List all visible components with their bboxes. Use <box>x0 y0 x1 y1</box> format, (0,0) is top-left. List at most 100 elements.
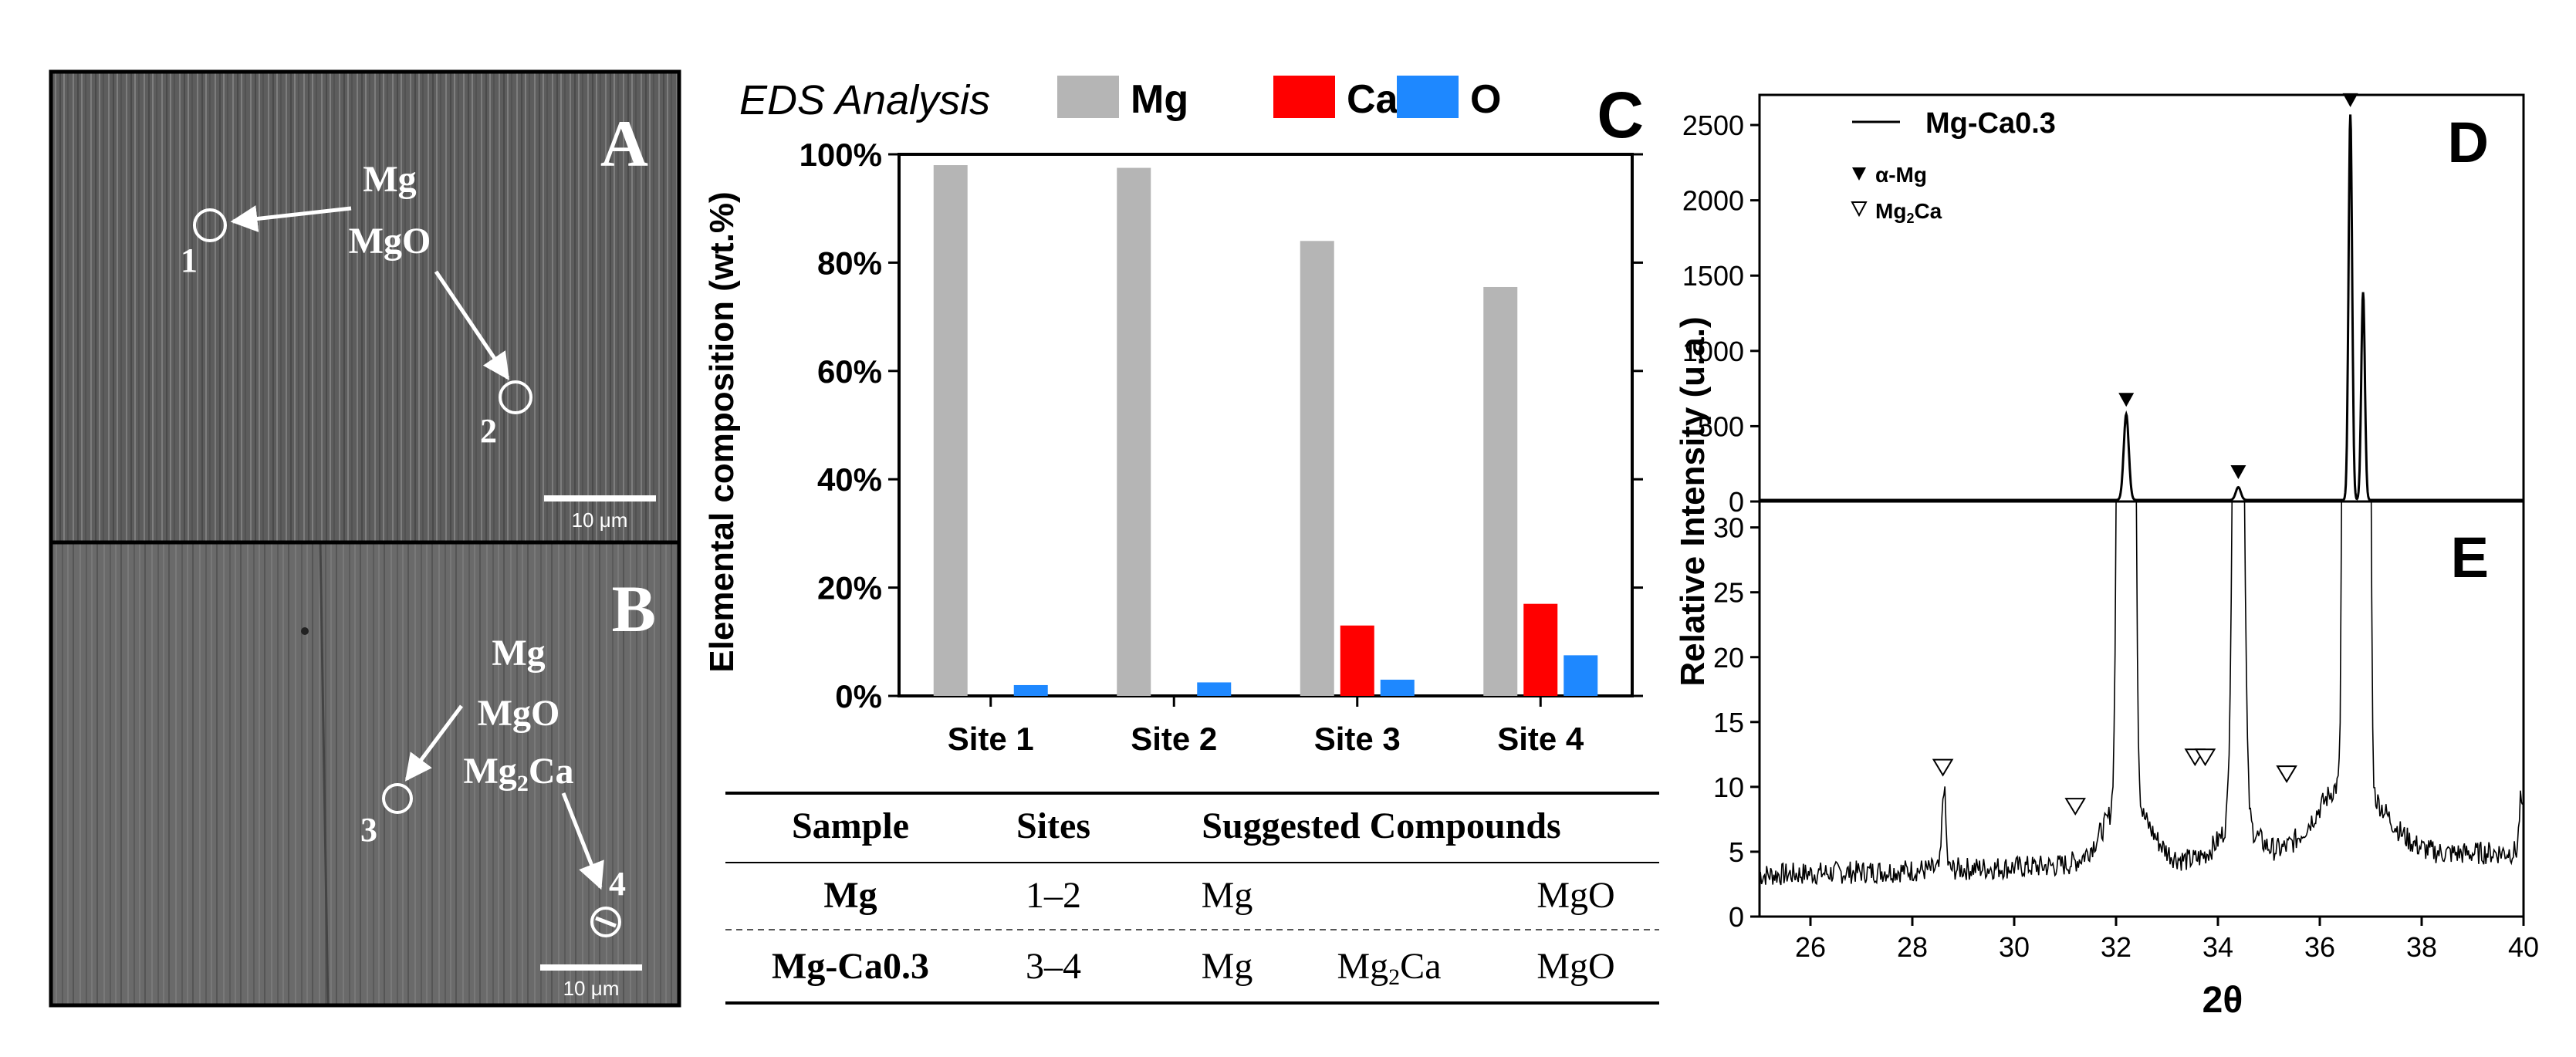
eds-bar-ca <box>1340 625 1374 696</box>
panel-b-label-mgo: MgO <box>478 693 560 734</box>
table-row-2-compound-mgo: MgO <box>1536 946 1614 987</box>
eds-title: EDS Analysis <box>739 77 990 123</box>
xrd-panel-e: 0 5 10 15 20 25 30 26 28 30 32 34 36 38 40 <box>1713 500 2539 963</box>
xrd-d-pattern-line <box>1760 114 2524 501</box>
eds-x-tick-label: Site 1 <box>948 721 1034 757</box>
eds-y-axis-label: Elemental composition (wt.%) <box>703 191 741 672</box>
eds-x-tick-label: Site 4 <box>1497 721 1584 757</box>
xrd-legend-series: Mg-Ca0.3 <box>1925 107 2056 140</box>
panel-b-scale-bar <box>540 964 642 971</box>
site-4-label: 4 <box>609 865 626 903</box>
table-header-compounds: Suggested Compounds <box>1202 805 1560 846</box>
xrd-y-axis-label: Relative Intensity (u.a.) <box>1674 316 1712 686</box>
xrd-x-tick-label: 36 <box>2304 931 2335 963</box>
alpha-mg-peak-marker <box>2118 393 2135 407</box>
panel-a-arrow-2 <box>434 270 510 380</box>
eds-y-tick-label: 80% <box>817 245 882 281</box>
panel-b-arrow-3 <box>404 704 464 782</box>
sem-image-a <box>51 72 679 542</box>
panel-de: Relative Intensity (u.a.) 2θ 05001000150… <box>1674 93 2539 1021</box>
site-3-label: 3 <box>360 811 377 849</box>
table-header-sample: Sample <box>792 805 909 846</box>
sem-b-defect <box>301 627 309 635</box>
eds-legend-swatch-ca <box>1273 76 1335 118</box>
site-1-label: 1 <box>181 241 198 279</box>
eds-bar-o <box>1013 684 1048 696</box>
xrd-e-y-tick-label: 5 <box>1729 836 1744 868</box>
alpha-mg-peak-marker <box>2230 464 2246 479</box>
xrd-e-y-tick-label: 30 <box>1713 512 1744 544</box>
eds-plot-frame <box>898 153 1634 697</box>
xrd-d-frame <box>1758 93 2525 503</box>
panel-a-letter: A <box>600 106 648 181</box>
xrd-d-y-tick-label: 2500 <box>1682 110 1744 141</box>
alpha-mg-peak-marker <box>2342 93 2358 107</box>
eds-bar-o <box>1197 682 1232 696</box>
panel-d-letter: D <box>2448 110 2489 174</box>
table-row-2-compound-mg: Mg <box>1202 946 1253 987</box>
eds-bar-mg <box>1117 167 1151 697</box>
xrd-x-tick-label: 28 <box>1897 931 1928 963</box>
site-1-marker <box>193 208 227 242</box>
xrd-x-tick-label: 26 <box>1795 931 1826 963</box>
xrd-e-y-tick-label: 0 <box>1729 901 1744 933</box>
eds-bar-o <box>1380 679 1415 696</box>
eds-y-tick-label: 40% <box>817 461 882 498</box>
panel-b: B Mg MgO Mg2Ca 3 4 10 μm <box>49 540 681 1008</box>
sem-image-b <box>51 542 679 1005</box>
xrd-d-y-tick-label: 1000 <box>1682 336 1744 367</box>
site-2-marker <box>499 380 532 414</box>
eds-bar-o <box>1564 655 1598 696</box>
xrd-d-y-tick-label: 0 <box>1729 486 1744 518</box>
eds-bar-mg <box>1483 286 1518 696</box>
mg2ca-peak-marker <box>2194 748 2216 767</box>
xrd-x-tick-label: 30 <box>1999 931 2030 963</box>
panel-b-letter: B <box>612 572 656 646</box>
mg2ca-peak-marker <box>1932 758 1954 777</box>
eds-plot-area: 0% 20% 40% 60% 80% 100% Site 1 Site 2 Site 3 Site… <box>800 137 1643 757</box>
xrd-d-y-tick-label: 1500 <box>1682 260 1744 292</box>
xrd-e-y-tick-label: 25 <box>1713 577 1744 609</box>
panel-a-scale-label: 10 μm <box>572 508 628 532</box>
eds-y-tick-label: 60% <box>817 353 882 390</box>
eds-y-tick-label: 20% <box>817 570 882 606</box>
xrd-d-y-tick-label: 500 <box>1698 410 1744 442</box>
eds-y-tick-label: 0% <box>835 678 882 714</box>
eds-legend-swatch-o <box>1397 76 1459 118</box>
xrd-x-tick-label: 32 <box>2101 931 2131 963</box>
mg2ca-peak-marker <box>2276 765 2297 784</box>
xrd-legend-alpha-label: α-Mg <box>1875 163 1927 187</box>
panel-a-label-mg: Mg <box>363 159 416 200</box>
xrd-panel-d: 0 500 1000 1500 2000 2500 <box>1682 93 2525 518</box>
xrd-e-pattern-line <box>1760 501 2524 886</box>
site-4-particle <box>595 916 617 928</box>
eds-bar-mg <box>933 165 968 697</box>
table-row-1-sites: 1–2 <box>1026 875 1081 916</box>
panel-b-label-mg2ca: Mg2Ca <box>464 751 574 796</box>
site-4-marker <box>590 907 621 937</box>
panel-a-scale-bar <box>544 495 656 501</box>
xrd-legend-mg2ca-label: Mg2Ca <box>1875 199 1942 226</box>
eds-bar-ca <box>1523 603 1558 696</box>
table-row-1-compound-mgo: MgO <box>1536 875 1614 916</box>
panel-e-letter: E <box>2451 525 2489 589</box>
eds-legend-swatch-mg <box>1057 76 1119 118</box>
eds-bar-mg <box>1300 241 1334 696</box>
table-row-2-sites: 3–4 <box>1026 946 1081 987</box>
eds-x-tick-label: Site 2 <box>1131 721 1217 757</box>
eds-x-tick-label: Site 3 <box>1314 721 1401 757</box>
xrd-legend-mg2ca-marker <box>1851 201 1868 218</box>
panel-a: A Mg MgO 1 2 10 μm <box>49 69 681 545</box>
table-row-2-sample: Mg-Ca0.3 <box>772 946 929 987</box>
xrd-x-tick-label: 34 <box>2202 931 2233 963</box>
panel-b-label-mg: Mg <box>492 633 545 674</box>
table-header-sites: Sites <box>1016 805 1090 846</box>
xrd-d-y-tick-label: 2000 <box>1682 185 1744 217</box>
panel-a-label-mgo: MgO <box>349 221 431 262</box>
sem-b-grain-boundary <box>319 542 330 1006</box>
panel-c: EDS Analysis Mg Ca O C Elemental compositi… <box>703 76 1644 757</box>
panel-b-scale-label: 10 μm <box>563 977 620 1000</box>
eds-legend-label-mg: Mg <box>1131 77 1188 122</box>
xrd-e-y-tick-label: 20 <box>1713 642 1744 674</box>
